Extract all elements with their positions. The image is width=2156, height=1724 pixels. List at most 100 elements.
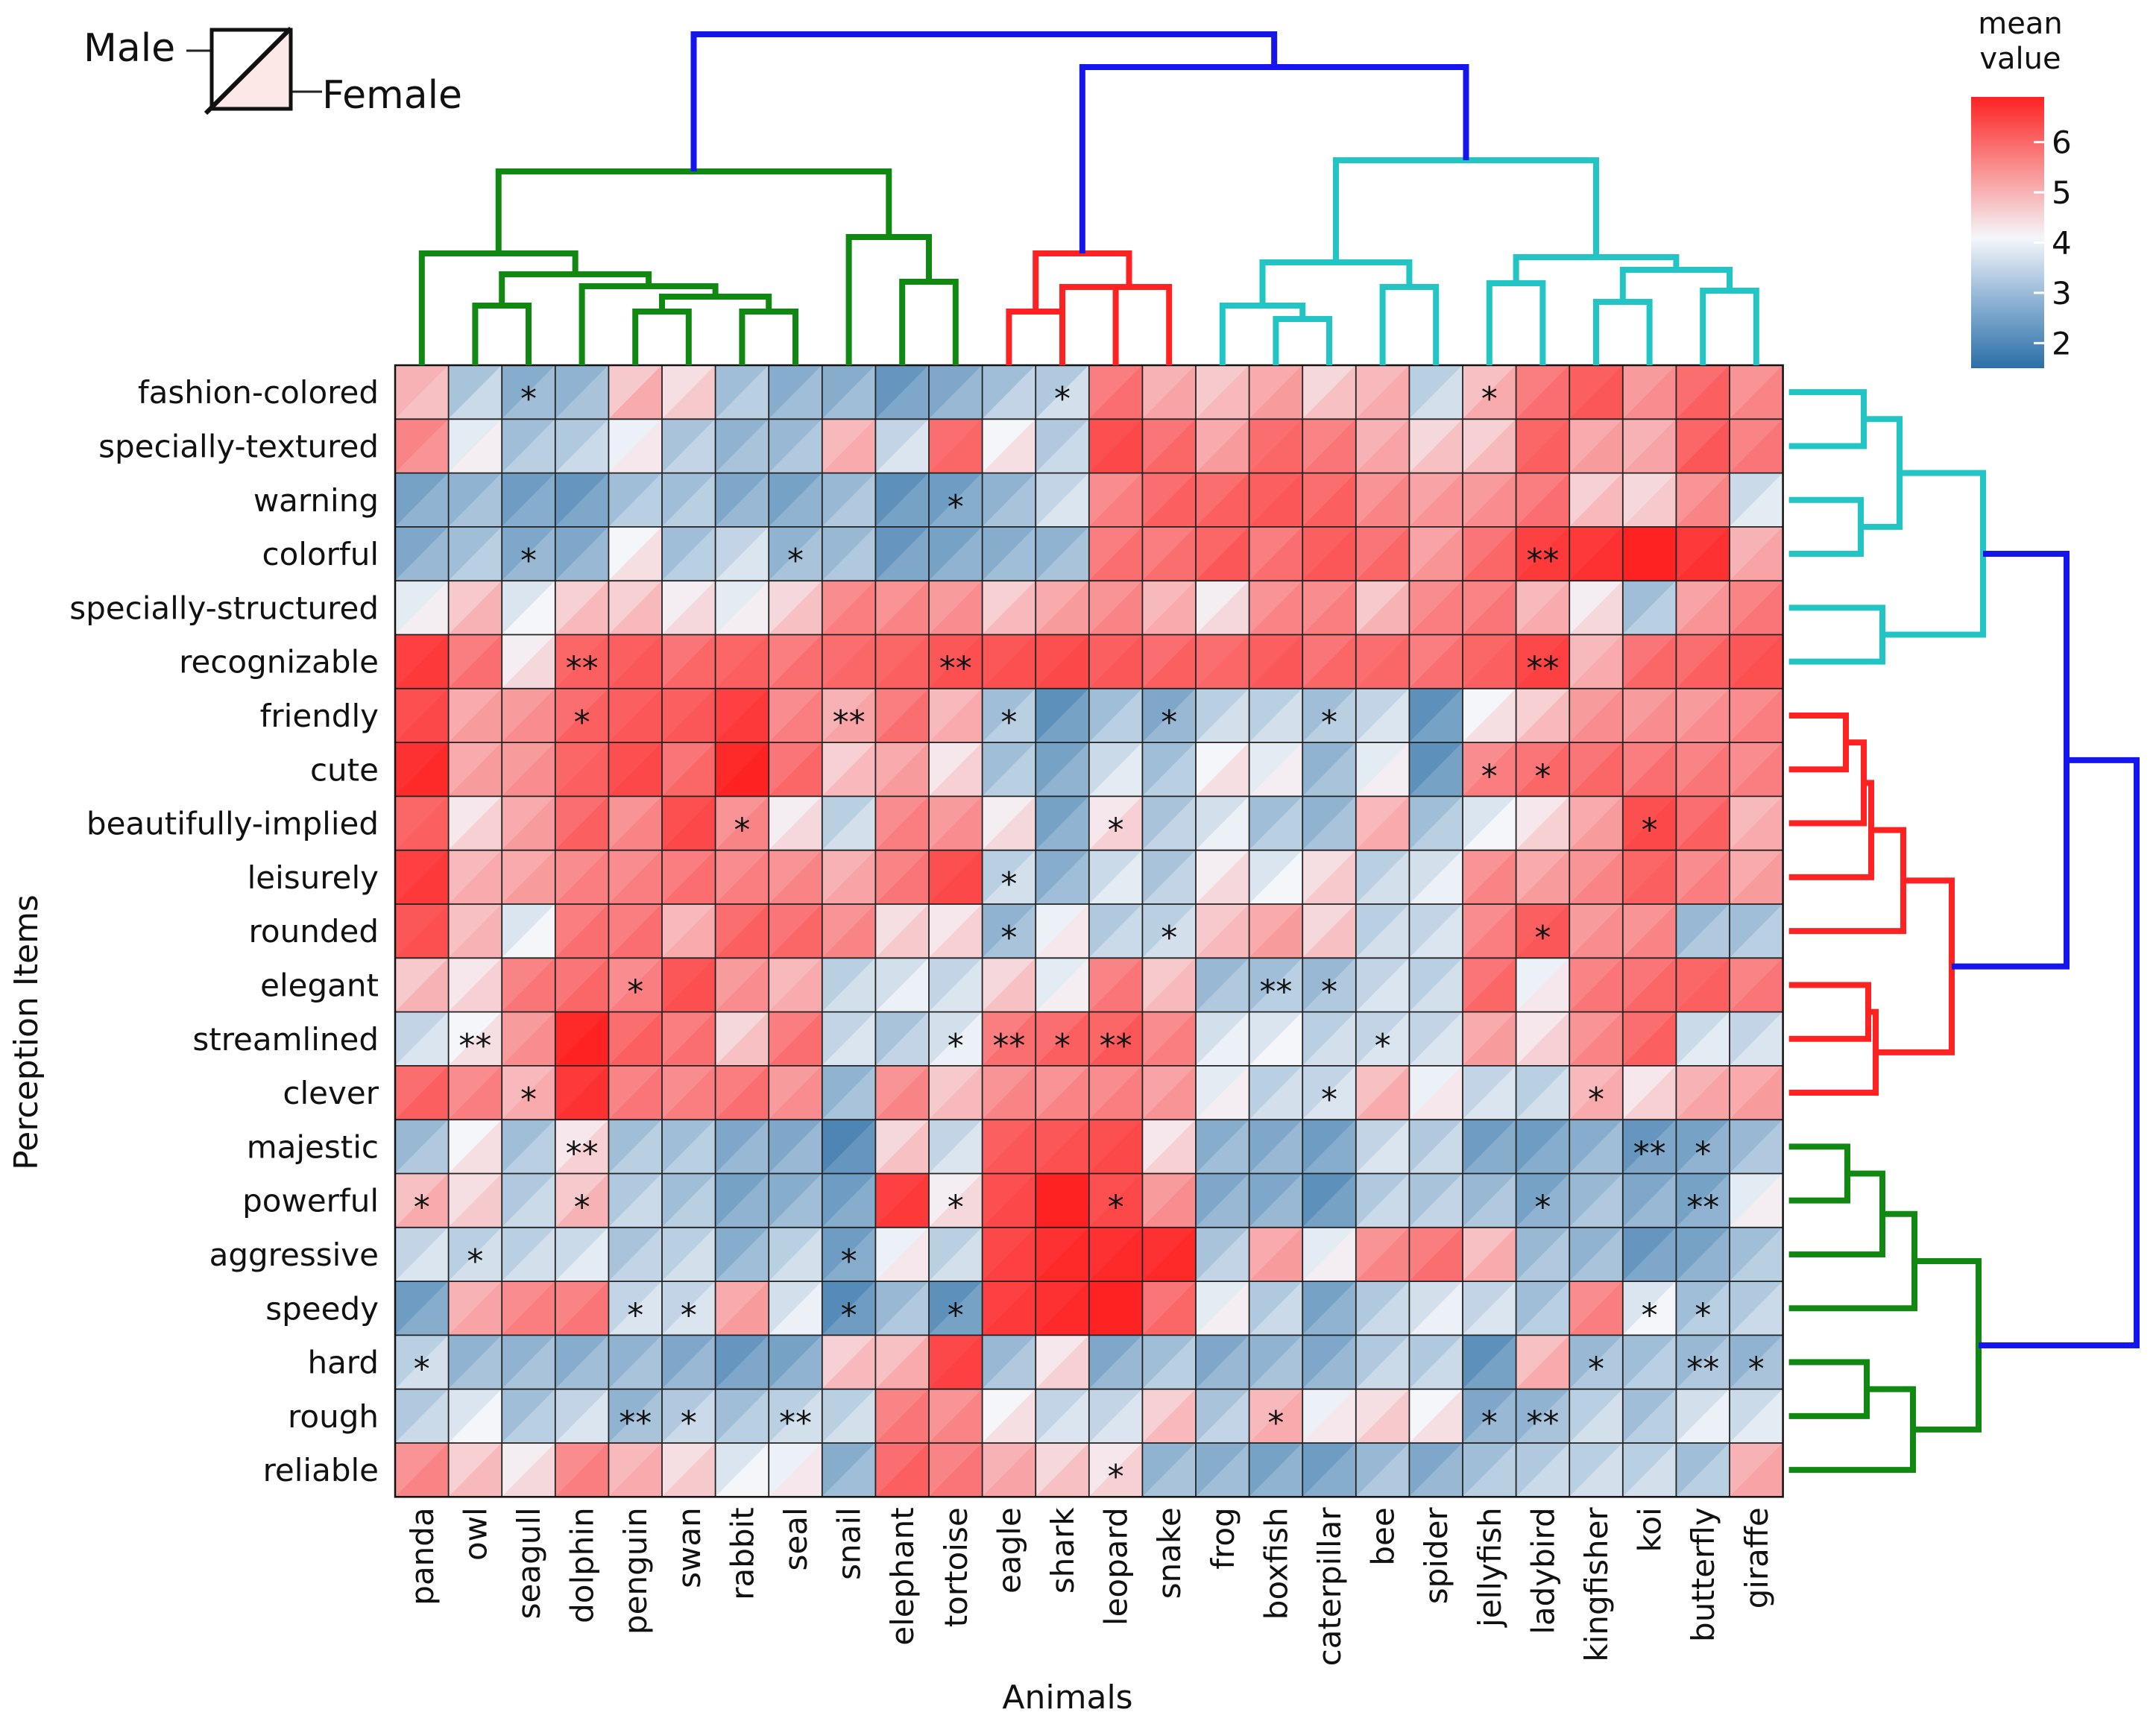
col-label-shark: shark [1044, 1507, 1081, 1594]
dendro-row-structured-recognizable [1788, 604, 1885, 665]
dendro-col-elephant-tortoise [899, 279, 959, 365]
dendro-col-snail-tortoise [845, 234, 932, 365]
row-label-beautifully-implied: beautifully-implied [86, 806, 379, 842]
dendro-row-elegant-clever [1788, 1008, 1879, 1096]
row-label-warning: warning [253, 482, 379, 519]
dendro-col-shark-leopard [1059, 284, 1119, 365]
colorbar-title-line1: mean [1978, 7, 2062, 41]
dendro-row-fashion-textured [1788, 389, 1867, 449]
col-label-bee: bee [1365, 1507, 1402, 1565]
dendro-row-root [1979, 757, 2140, 1348]
significance-mark-colorful-seal: * [787, 542, 804, 580]
legend-female-label: Female [322, 73, 462, 118]
significance-mark-elegant-caterpillar: * [1321, 973, 1337, 1011]
col-label-penguin: penguin [617, 1507, 654, 1635]
significance-mark-rounded-ladybird: * [1534, 919, 1551, 957]
y-axis-title: Perception Items [7, 894, 45, 1170]
col-label-seal: seal [778, 1507, 814, 1570]
dendro-row-majestic-powerful [1788, 1143, 1850, 1204]
dendro-row-warning-colorful [1788, 496, 1864, 558]
row-label-clever: clever [283, 1075, 379, 1111]
significance-mark-powerful-butterfly: ** [1686, 1189, 1719, 1227]
colorbar: mean value 6 5 4 3 2 [1971, 7, 2072, 368]
male-female-legend: Male Female [83, 26, 462, 118]
col-label-rabbit: rabbit [724, 1507, 760, 1600]
significance-mark-speedy-tortoise: * [948, 1296, 964, 1334]
heatmap-border [394, 364, 1784, 1498]
col-label-koi: koi [1632, 1507, 1668, 1552]
significance-mark-elegant-penguin: * [627, 973, 643, 1011]
legend-box [209, 28, 293, 111]
significance-mark-powerful-tortoise: * [948, 1189, 964, 1227]
row-label-friendly: friendly [260, 698, 379, 734]
significance-mark-friendly-snail: ** [833, 704, 866, 742]
col-label-snake: snake [1151, 1507, 1188, 1599]
significance-marks: * * *** * **** ** *** ** * * ** ** * *** * ** ** *** * ** * *… [414, 380, 1765, 1496]
dendro-row-hard-rough [1788, 1359, 1870, 1419]
significance-mark-reliable-leopard: * [1108, 1458, 1124, 1496]
dendro-row-friendly-cute [1788, 712, 1849, 773]
significance-mark-streamlined-shark: * [1054, 1027, 1071, 1065]
significance-mark-powerful-leopard: * [1108, 1189, 1124, 1227]
significance-mark-speedy-butterfly: * [1695, 1296, 1711, 1334]
significance-mark-powerful-panda: * [414, 1189, 430, 1227]
significance-mark-rough-boxfish: * [1267, 1404, 1284, 1442]
significance-mark-colorful-ladybird: ** [1526, 542, 1559, 580]
dendro-row-green-root [1913, 1257, 1982, 1433]
significance-mark-beautifully-implied-rabbit: * [734, 812, 750, 850]
significance-mark-speedy-koi: * [1642, 1296, 1658, 1334]
dendro-row-hard-reliable [1788, 1386, 1916, 1474]
row-label-hard: hard [307, 1345, 379, 1381]
significance-mark-speedy-swan: * [681, 1296, 697, 1334]
dendro-col-cyan-root [1332, 157, 1599, 262]
col-label-eagle: eagle [991, 1507, 1027, 1594]
col-label-owl: owl [457, 1507, 494, 1561]
dendro-col-penguin-swan [632, 309, 692, 365]
significance-mark-leisurely-eagle: * [1000, 865, 1017, 903]
col-label-giraffe: giraffe [1739, 1507, 1775, 1608]
row-label-recognizable: recognizable [179, 644, 379, 681]
dendro-col-root [690, 31, 1278, 171]
significance-mark-rough-swan: * [681, 1404, 697, 1442]
dendro-row-friendly-rounded [1788, 827, 1906, 935]
row-dendrogram [1788, 389, 2140, 1474]
col-label-dolphin: dolphin [564, 1507, 601, 1623]
row-label-rounded: rounded [249, 913, 379, 950]
significance-mark-hard-butterfly: ** [1686, 1351, 1719, 1389]
dendro-col-boxfish-caterpillar [1273, 316, 1332, 365]
dendro-col-rabbit-seal [739, 309, 798, 365]
significance-mark-rough-seal: ** [779, 1404, 812, 1442]
significance-mark-rough-ladybird: ** [1526, 1404, 1559, 1442]
col-label-caterpillar: caterpillar [1311, 1507, 1348, 1667]
significance-mark-majestic-butterfly: * [1695, 1134, 1711, 1172]
significance-mark-fashion-colored-seagull: * [520, 380, 537, 418]
dendro-col-green-root [495, 168, 892, 253]
dendro-col-jellyfish-ladybird [1486, 280, 1546, 365]
significance-mark-powerful-ladybird: * [1534, 1189, 1551, 1227]
significance-mark-hard-kingfisher: * [1588, 1351, 1604, 1389]
dendro-col-kingfisher-koi [1593, 299, 1653, 365]
row-label-powerful: powerful [242, 1183, 379, 1219]
significance-mark-majestic-koi: ** [1633, 1134, 1666, 1172]
row-labels: fashion-colored specially-textured warning… [69, 374, 379, 1488]
dendro-row-cyan-red [1952, 551, 2070, 970]
significance-mark-powerful-dolphin: * [574, 1189, 590, 1227]
dendro-row-red-root [1876, 877, 1955, 1055]
significance-mark-rounded-eagle: * [1000, 919, 1017, 957]
col-label-jellyfish: jellyfish [1472, 1507, 1508, 1628]
dendro-row-majestic-speedy [1788, 1210, 1917, 1312]
significance-mark-streamlined-tortoise: * [948, 1027, 964, 1065]
row-label-cute: cute [310, 751, 379, 788]
colorbar-title-line2: value [1979, 42, 2061, 76]
significance-mark-clever-caterpillar: * [1321, 1081, 1337, 1119]
significance-mark-aggressive-snail: * [841, 1243, 857, 1281]
significance-mark-streamlined-eagle: ** [992, 1027, 1025, 1065]
significance-mark-streamlined-owl: ** [458, 1027, 491, 1065]
dendro-row-majestic-aggressive [1788, 1170, 1885, 1257]
significance-mark-friendly-dolphin: * [574, 704, 590, 742]
row-label-fashion-colored: fashion-colored [138, 374, 379, 411]
significance-mark-hard-panda: * [414, 1351, 430, 1389]
row-label-streamlined: streamlined [192, 1021, 379, 1058]
significance-mark-colorful-seagull: * [520, 542, 537, 580]
significance-mark-rough-penguin: ** [619, 1404, 652, 1442]
